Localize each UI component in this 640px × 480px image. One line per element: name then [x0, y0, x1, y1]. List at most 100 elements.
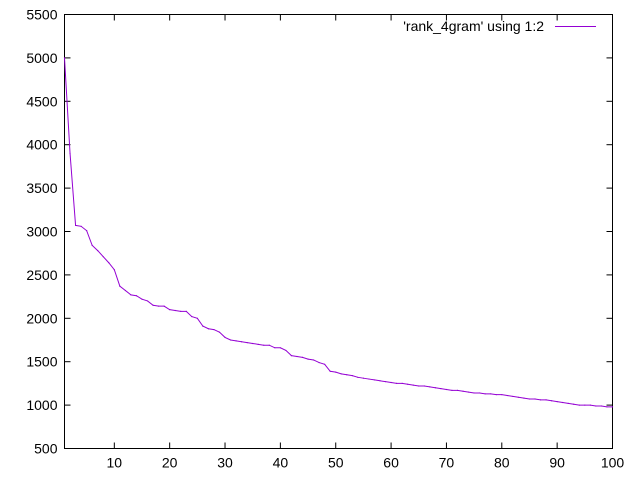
y-tick-label: 3500 — [26, 180, 57, 196]
y-tick-label: 5500 — [26, 7, 57, 23]
data-point — [462, 390, 464, 392]
data-point — [418, 385, 420, 387]
data-point — [324, 363, 326, 365]
data-point — [91, 244, 93, 246]
data-point — [312, 359, 315, 361]
data-point — [362, 377, 365, 379]
data-point — [235, 340, 237, 342]
data-point — [301, 356, 304, 358]
data-point — [307, 358, 309, 360]
data-point — [296, 355, 298, 358]
x-tick-label: 50 — [328, 455, 344, 471]
series-points — [63, 57, 614, 408]
data-point — [528, 398, 531, 400]
y-tick-label: 2000 — [26, 310, 57, 326]
data-point — [379, 380, 381, 382]
data-point — [196, 317, 198, 319]
x-tick-label: 60 — [383, 455, 399, 471]
data-point — [573, 403, 575, 405]
data-point — [63, 57, 66, 59]
data-point — [135, 295, 138, 297]
y-tick-label: 5000 — [26, 50, 57, 66]
data-point — [611, 406, 614, 408]
data-point — [185, 310, 187, 312]
y-tick-label: 4500 — [26, 93, 57, 109]
x-tick-label: 100 — [601, 455, 625, 471]
data-point — [146, 300, 149, 302]
data-point — [473, 392, 475, 394]
data-point — [551, 400, 553, 402]
y-tick-label: 500 — [34, 441, 58, 457]
data-point — [384, 381, 387, 383]
data-point — [340, 373, 342, 375]
data-point — [102, 256, 104, 258]
data-point — [86, 230, 88, 232]
data-point — [290, 355, 293, 357]
data-point — [517, 396, 519, 398]
data-point — [74, 224, 77, 227]
data-point — [556, 401, 558, 403]
data-point — [479, 392, 481, 394]
data-point — [124, 289, 126, 292]
data-point — [396, 382, 398, 384]
data-point — [218, 331, 221, 333]
data-point — [495, 394, 497, 396]
data-point — [390, 381, 392, 384]
data-point — [523, 397, 525, 399]
data-point — [229, 339, 232, 341]
data-point — [174, 309, 176, 312]
x-tick-label: 10 — [107, 455, 123, 471]
x-tick-label: 70 — [439, 455, 455, 471]
data-point — [329, 370, 331, 372]
data-point — [595, 405, 597, 407]
data-point — [263, 344, 265, 346]
data-point — [373, 379, 376, 381]
x-tick-label: 20 — [162, 455, 178, 471]
data-point — [119, 285, 121, 287]
data-point — [158, 305, 160, 307]
data-point — [69, 152, 71, 154]
x-tick-label: 90 — [549, 455, 565, 471]
x-tick-label: 30 — [217, 455, 233, 471]
data-point — [279, 347, 281, 349]
data-point — [567, 402, 569, 404]
data-point — [539, 399, 542, 401]
data-point — [506, 394, 508, 397]
data-point — [451, 389, 453, 391]
legend: 'rank_4gram' using 1:2 — [403, 18, 596, 34]
data-point — [600, 405, 603, 407]
data-point — [318, 361, 320, 364]
data-point — [141, 298, 143, 300]
data-point — [202, 325, 204, 327]
data-point — [252, 342, 254, 345]
series-line-rank-4gram — [64, 57, 613, 408]
data-point — [434, 387, 436, 389]
data-point — [467, 391, 470, 393]
data-point — [268, 344, 270, 346]
data-point — [108, 262, 110, 264]
data-point — [578, 404, 580, 406]
data-point — [589, 404, 591, 406]
data-point — [207, 328, 210, 330]
data-point — [407, 383, 409, 385]
data-point — [445, 388, 448, 391]
y-tick-label: 2500 — [26, 267, 57, 283]
data-point — [512, 395, 514, 398]
data-point — [456, 389, 459, 391]
data-point — [285, 349, 287, 352]
data-point — [423, 385, 425, 387]
data-point — [490, 393, 492, 395]
data-point — [368, 378, 370, 380]
data-point — [130, 294, 132, 296]
data-point — [97, 249, 99, 252]
x-tick-label: 40 — [273, 455, 289, 471]
data-point — [191, 315, 193, 318]
data-point — [246, 342, 248, 344]
data-point — [357, 376, 359, 378]
data-point — [412, 384, 414, 386]
data-point — [180, 310, 182, 312]
data-point — [401, 382, 403, 384]
data-point — [534, 398, 536, 400]
x-tick-label: 80 — [494, 455, 510, 471]
